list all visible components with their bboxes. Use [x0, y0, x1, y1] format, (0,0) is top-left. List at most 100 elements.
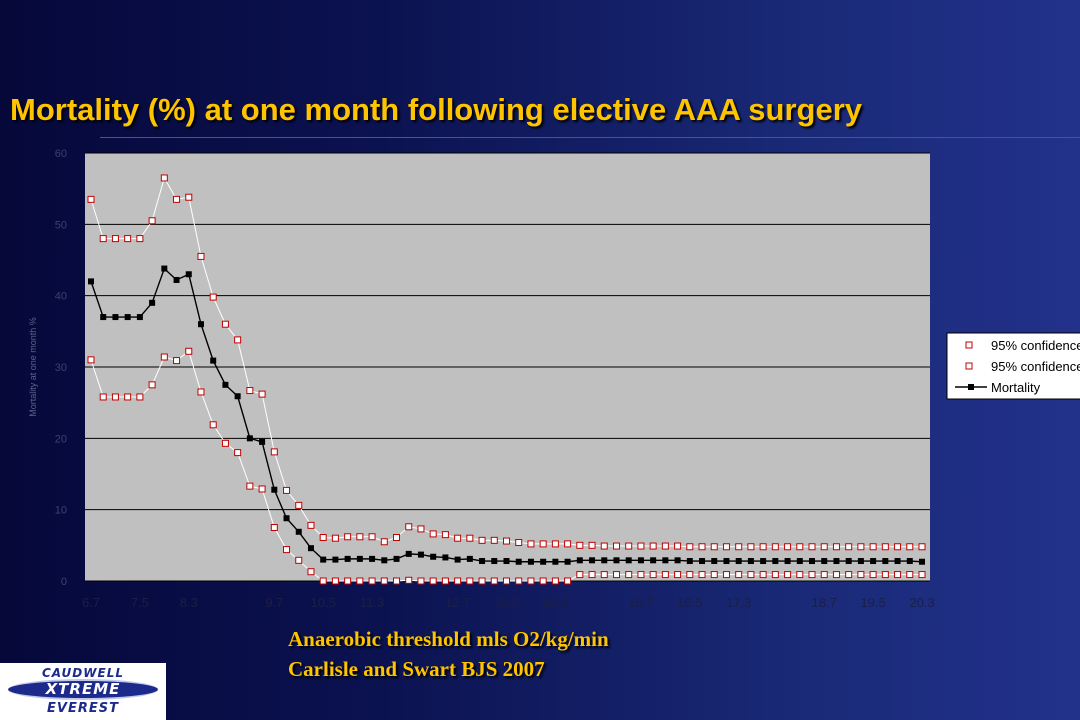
x-tick-label: 8.3	[180, 595, 198, 610]
logo-text-bottom: EVEREST	[47, 701, 119, 716]
data-point	[210, 357, 217, 364]
data-point	[649, 542, 657, 550]
data-point	[698, 571, 706, 579]
data-point	[784, 571, 792, 579]
data-point	[796, 543, 804, 551]
data-point	[405, 550, 412, 557]
legend-label: Mortality	[991, 380, 1041, 395]
data-point	[258, 390, 266, 398]
legend-marker	[968, 384, 974, 390]
data-point	[197, 252, 205, 260]
data-point	[760, 558, 767, 565]
y-tick-label: 60	[55, 148, 67, 160]
data-point	[796, 558, 803, 565]
x-tick-label: 7.5	[131, 595, 149, 610]
data-point	[735, 543, 743, 551]
data-point	[833, 558, 840, 565]
data-point	[112, 314, 119, 321]
data-point	[747, 543, 755, 551]
data-point	[539, 577, 547, 585]
data-point	[124, 235, 132, 243]
data-point	[393, 577, 401, 585]
data-point	[722, 543, 730, 551]
data-point	[759, 571, 767, 579]
legend-marker	[965, 341, 973, 349]
data-point	[845, 543, 853, 551]
data-point	[222, 381, 229, 388]
data-point	[515, 577, 523, 585]
data-point	[674, 542, 682, 550]
data-point	[527, 540, 535, 548]
data-point	[173, 276, 180, 283]
data-point	[136, 314, 143, 321]
data-point	[136, 235, 144, 243]
data-point	[857, 558, 864, 565]
legend-label: 95% confidence	[991, 359, 1080, 374]
data-point	[271, 486, 278, 493]
data-point	[283, 486, 291, 494]
legend-item: Mortality	[955, 380, 1041, 395]
data-point	[747, 558, 754, 565]
data-point	[221, 439, 229, 447]
data-point	[699, 558, 706, 565]
data-point	[772, 558, 779, 565]
title-divider	[100, 137, 1080, 138]
data-point	[894, 543, 902, 551]
data-point	[515, 538, 523, 546]
data-point	[368, 577, 376, 585]
data-point	[344, 533, 352, 541]
data-point	[551, 577, 559, 585]
data-point	[882, 558, 889, 565]
y-axis-label: Mortality at one month %	[28, 317, 38, 417]
data-point	[234, 393, 241, 400]
data-point	[319, 577, 327, 585]
data-point	[894, 558, 901, 565]
data-point	[588, 571, 596, 579]
data-point	[148, 381, 156, 389]
x-axis-caption: Anaerobic threshold mls O2/kg/min	[288, 627, 609, 651]
data-point	[454, 577, 462, 585]
data-point	[625, 542, 633, 550]
x-tick-label: 18.7	[812, 595, 837, 610]
data-point	[442, 554, 449, 561]
data-point	[307, 521, 315, 529]
data-point	[258, 485, 266, 493]
data-point	[784, 558, 791, 565]
data-point	[869, 571, 877, 579]
data-point	[295, 528, 302, 535]
legend-item: 95% confidence	[965, 338, 1080, 353]
data-point	[820, 571, 828, 579]
data-point	[209, 293, 217, 301]
data-point	[564, 558, 571, 565]
data-point	[234, 449, 242, 457]
data-point	[417, 551, 424, 558]
data-point	[894, 571, 902, 579]
data-point	[832, 571, 840, 579]
y-tick-label: 40	[55, 291, 67, 303]
x-tick-label: 6.7	[82, 595, 100, 610]
data-point	[906, 558, 913, 565]
data-point	[674, 571, 682, 579]
data-point	[564, 540, 572, 548]
data-point	[832, 543, 840, 551]
data-point	[552, 558, 559, 565]
data-point	[246, 482, 254, 490]
data-point	[612, 571, 620, 579]
data-point	[160, 353, 168, 361]
data-point	[857, 543, 865, 551]
data-point	[356, 533, 364, 541]
x-tick-label: 19.5	[860, 595, 885, 610]
data-point	[661, 542, 669, 550]
data-point	[111, 235, 119, 243]
data-point	[331, 534, 339, 542]
x-tick-label: 15.7	[628, 595, 653, 610]
x-tick-label: 10.5	[311, 595, 336, 610]
y-tick-label: 10	[55, 505, 67, 517]
x-tick-label: 17.3	[726, 595, 751, 610]
data-point	[698, 543, 706, 551]
data-point	[490, 536, 498, 544]
x-tick-label: 13.5	[494, 595, 519, 610]
data-point	[503, 558, 510, 565]
data-point	[576, 541, 584, 549]
